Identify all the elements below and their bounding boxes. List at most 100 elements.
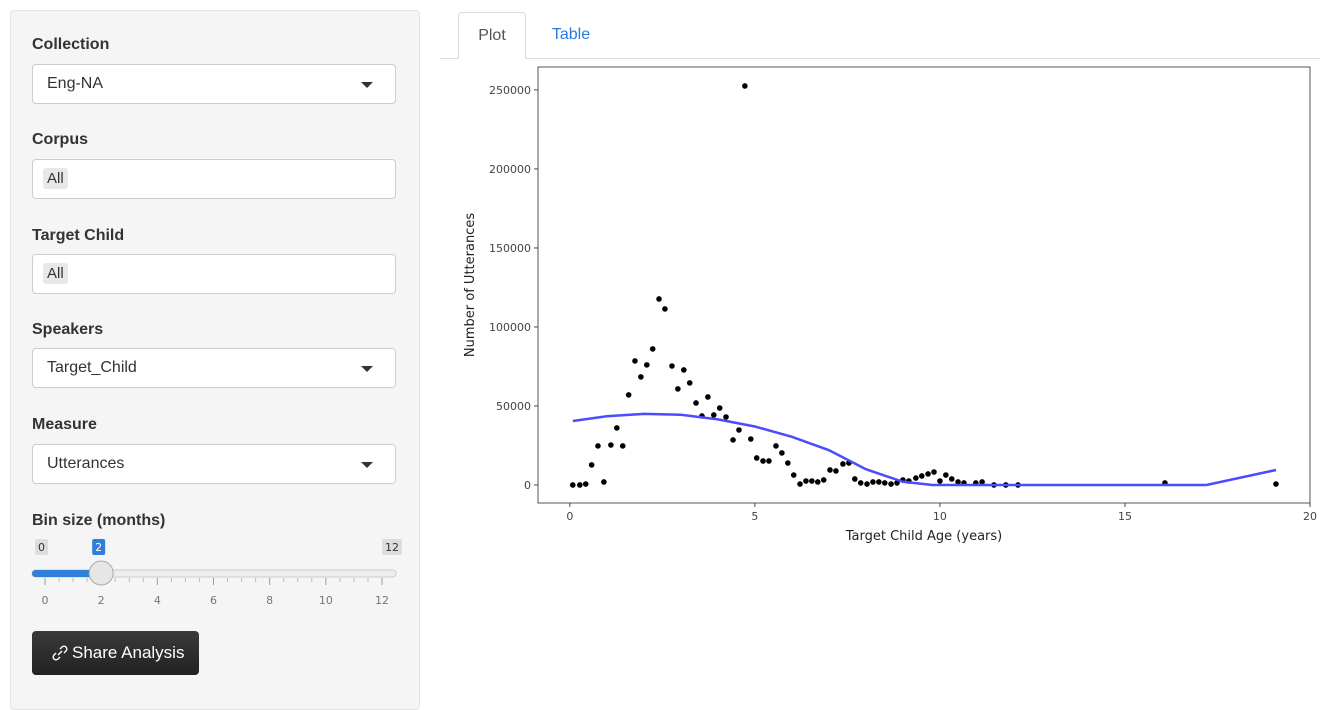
slider-tick-label: 2 [98, 594, 105, 607]
point [797, 481, 803, 487]
point [948, 476, 955, 482]
point [614, 425, 620, 431]
y-tick-label: 250000 [489, 84, 531, 97]
page: {"sidebar": { "collection": {"label": "C… [10, 10, 1320, 710]
point [766, 458, 772, 464]
tag: All [43, 263, 68, 284]
point [913, 475, 919, 481]
x-axis-title: Target Child Age (years) [845, 529, 1002, 544]
point [814, 479, 821, 485]
point [918, 473, 925, 479]
point [675, 386, 681, 392]
point [790, 472, 797, 478]
slider-tick-label: 0 [42, 594, 49, 607]
point [857, 480, 864, 486]
point [625, 392, 632, 398]
caret [361, 462, 373, 468]
point [662, 306, 668, 312]
point [925, 471, 931, 477]
point [937, 478, 943, 484]
point [588, 462, 595, 468]
select[interactable]: Eng-NA [32, 64, 396, 104]
field-label: Collection [32, 36, 110, 53]
slider-tick-label: 8 [266, 594, 273, 607]
slider-tick-label: 6 [210, 594, 217, 607]
point [979, 479, 985, 485]
point [619, 443, 626, 449]
select-value: Utterances [47, 455, 125, 472]
point [705, 394, 711, 400]
field-label: Measure [32, 416, 97, 433]
point [931, 469, 937, 475]
point [820, 477, 827, 483]
x-tick-label: 20 [1303, 510, 1317, 523]
point [773, 443, 779, 449]
point [686, 380, 693, 386]
smooth-line [572, 412, 1277, 487]
field-label: Corpus [32, 131, 88, 148]
point [582, 481, 589, 487]
select[interactable]: Target_Child [32, 348, 396, 388]
point [632, 358, 638, 364]
point [595, 443, 601, 449]
plot-area [537, 66, 1311, 504]
point [881, 480, 888, 486]
tab-active[interactable]: Plot [458, 12, 526, 59]
y-axis-title: Number of Utterances [463, 213, 478, 357]
select[interactable]: Utterances [32, 444, 396, 484]
point [730, 437, 736, 443]
point [785, 460, 791, 466]
x-tick-label: 15 [1118, 510, 1132, 523]
caret [361, 82, 373, 88]
select-value: Target_Child [47, 359, 137, 376]
link-icon [52, 645, 68, 661]
point [760, 458, 766, 464]
y-tick-label: 0 [524, 479, 531, 492]
tab-rule [440, 58, 1320, 59]
slider-handle [88, 560, 114, 586]
point [840, 461, 846, 467]
tag-input[interactable]: All [32, 254, 396, 294]
chart: 0 50000 100000 150000 200000 250000 0 5 10 15 20 Ta… [463, 66, 1317, 544]
point [736, 427, 742, 433]
point [577, 482, 583, 488]
slider-tick-label: 4 [154, 594, 161, 607]
slider-chip [35, 539, 48, 555]
point [851, 476, 858, 482]
slider-tick-label: 10 [319, 594, 333, 607]
point [1273, 481, 1279, 487]
point [809, 478, 815, 484]
point [876, 479, 882, 485]
slider[interactable]: 0 2 4 6 8 10 12 0 12 2 [20, 539, 420, 607]
tab[interactable]: Table [551, 26, 591, 43]
button-label: Share Analysis [72, 643, 185, 662]
point [693, 400, 699, 406]
point [955, 479, 961, 485]
y-tick-label: 50000 [496, 400, 531, 413]
slider-chip-label: 12 [385, 541, 399, 554]
slider-chip [382, 539, 402, 555]
x-tick-label: 5 [751, 510, 758, 523]
slider-fill [32, 570, 102, 577]
point [569, 482, 576, 488]
slider-chip-label: 2 [95, 541, 102, 554]
point [888, 481, 894, 487]
slider-chip [92, 539, 106, 555]
point [681, 367, 687, 373]
x-tick-label: 0 [566, 510, 573, 523]
point [656, 296, 662, 302]
slider-chip-label: 0 [38, 541, 45, 554]
point [716, 405, 723, 411]
y-tick-label: 200000 [489, 163, 531, 176]
tag: All [43, 168, 68, 189]
tag-input[interactable]: All [32, 159, 396, 199]
point [601, 479, 607, 485]
share-button[interactable]: Share Analysis [32, 631, 199, 675]
y-tick-label: 150000 [489, 242, 531, 255]
point [803, 478, 809, 484]
caret [361, 366, 373, 372]
x-tick-label: 10 [933, 510, 947, 523]
point [608, 442, 614, 448]
field-label: Target Child [32, 227, 125, 244]
y-tick-label: 100000 [489, 321, 531, 334]
